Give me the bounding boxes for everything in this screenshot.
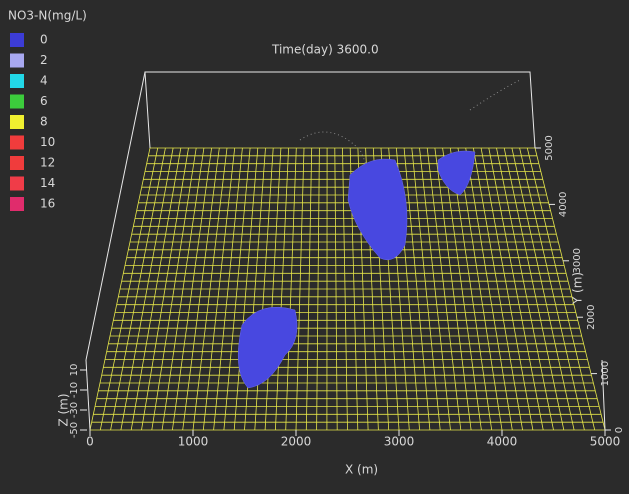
legend-label: 16 xyxy=(40,197,55,211)
visualization: NO3-N(mg/L) Time(day) 3600.0 X (m) Y (m)… xyxy=(0,0,629,490)
legend-label: 2 xyxy=(40,53,48,67)
legend-label: 0 xyxy=(40,33,48,47)
legend-swatch xyxy=(10,74,24,88)
y-tick-label: 3000 xyxy=(572,248,583,273)
legend-swatch xyxy=(10,177,24,191)
legend-label: 12 xyxy=(40,156,55,170)
z-tick-label: -30 xyxy=(69,402,80,418)
legend-swatch xyxy=(10,197,24,211)
legend-label: 8 xyxy=(40,115,48,129)
y-tick-label: 5000 xyxy=(544,135,555,160)
y-tick-label: 2000 xyxy=(586,304,597,329)
legend-label: 6 xyxy=(40,94,48,108)
time-label: Time(day) 3600.0 xyxy=(271,43,379,57)
y-tick-label: 0 xyxy=(614,427,625,433)
legend-title: NO3-N(mg/L) xyxy=(8,9,87,23)
x-axis-label: X (m) xyxy=(345,463,378,477)
legend-swatch xyxy=(10,54,24,68)
x-tick-label: 1000 xyxy=(178,435,209,449)
x-tick-label: 2000 xyxy=(281,435,312,449)
x-tick-label: 3000 xyxy=(384,435,415,449)
legend-label: 10 xyxy=(40,135,55,149)
y-tick-label: 4000 xyxy=(558,192,569,217)
legend-label: 4 xyxy=(40,74,48,88)
x-tick-label: 4000 xyxy=(487,435,518,449)
legend-swatch xyxy=(10,115,24,129)
x-tick-label: 5000 xyxy=(590,435,621,449)
legend-swatch xyxy=(10,33,24,47)
legend-swatch xyxy=(10,95,24,109)
z-tick-label: -50 xyxy=(69,422,80,438)
z-tick-label: -10 xyxy=(69,382,80,398)
y-axis-label: Y (m) xyxy=(571,272,585,305)
legend-label: 14 xyxy=(40,176,55,190)
z-tick-label: 10 xyxy=(69,364,80,377)
legend-swatch xyxy=(10,156,24,170)
background xyxy=(0,0,629,490)
x-tick-label: 0 xyxy=(86,435,94,449)
legend-swatch xyxy=(10,136,24,150)
y-tick-label: 1000 xyxy=(600,361,611,386)
